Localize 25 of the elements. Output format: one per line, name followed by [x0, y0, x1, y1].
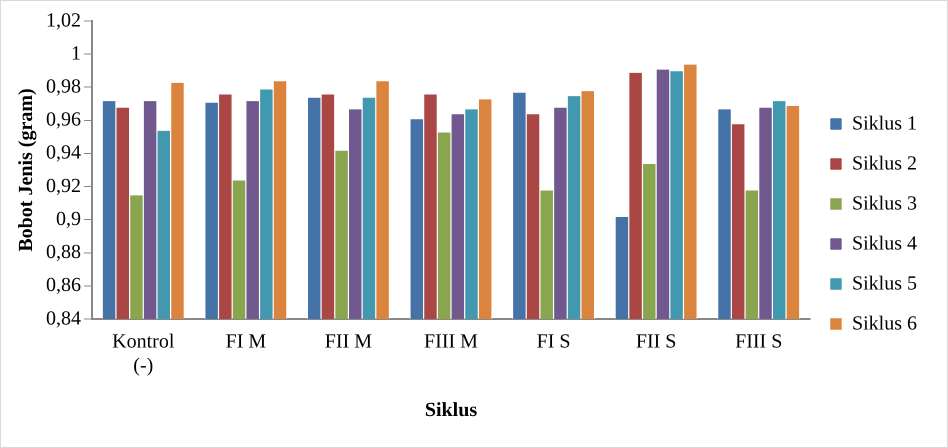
legend-label: Siklus 5 [852, 272, 918, 294]
y-tick-label: 0,94 [46, 142, 81, 164]
legend-label: Siklus 6 [852, 312, 918, 334]
x-tick-label: Kontrol (-) [112, 330, 175, 376]
y-tick-label: 0,84 [46, 307, 81, 330]
x-tick-label: FII M [324, 330, 372, 352]
y-tick-label: 0,9 [56, 208, 81, 230]
y-tick-label: 0,98 [46, 75, 81, 98]
legend-label: Siklus 1 [852, 112, 918, 134]
x-axis-title: Siklus [424, 399, 478, 422]
legend-label: Siklus 3 [852, 192, 918, 214]
x-tick-label: FIII S [735, 330, 782, 352]
x-tick-label: FIII M [424, 330, 478, 352]
y-tick-label: 0,88 [46, 241, 81, 264]
x-tick-label: FI S [536, 330, 571, 352]
legend-label: Siklus 4 [852, 232, 918, 254]
x-tick-label: FI M [226, 330, 266, 352]
y-axis-title: Bobot Jenis (gram) [15, 88, 38, 252]
y-tick-label: 1 [71, 42, 81, 64]
y-tick-label: 0,92 [46, 174, 81, 197]
x-tick-label: FII S [636, 330, 676, 352]
y-tick-label: 0,96 [46, 108, 81, 131]
y-tick-label: 1,02 [46, 9, 81, 32]
legend-label: Siklus 2 [852, 152, 918, 174]
y-tick-label: 0,86 [46, 274, 81, 296]
